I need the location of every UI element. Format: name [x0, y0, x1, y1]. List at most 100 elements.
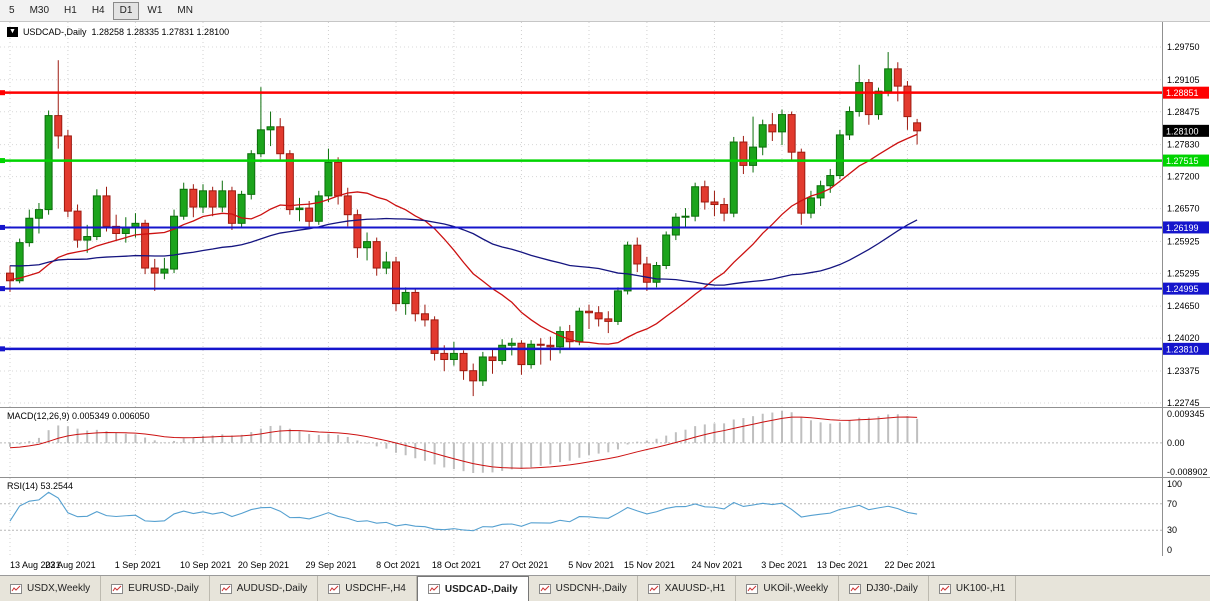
svg-text:1.28475: 1.28475	[1167, 107, 1200, 117]
chart-tab-audusd-daily[interactable]: AUDUSD-,Daily	[210, 576, 319, 601]
svg-text:1.27200: 1.27200	[1167, 172, 1200, 182]
svg-text:0: 0	[1167, 545, 1172, 555]
date-tick-label: 15 Nov 2021	[623, 560, 675, 570]
svg-text:1.25295: 1.25295	[1167, 268, 1200, 278]
chart-icon	[538, 583, 551, 594]
chart-icon	[219, 583, 232, 594]
timeframe-button-h4[interactable]: H4	[85, 2, 112, 20]
svg-text:30: 30	[1167, 525, 1177, 535]
date-axis[interactable]: 13 Aug 2021 23 Aug 2021 1 Sep 2021 10 Sep 2…	[0, 556, 1210, 575]
svg-text:1.24020: 1.24020	[1167, 333, 1200, 343]
date-tick-label: 20 Sep 2021	[237, 560, 289, 570]
timeframe-button-5[interactable]: 5	[2, 2, 22, 20]
timeframe-button-h1[interactable]: H1	[57, 2, 84, 20]
chart-tab-uk100-h1[interactable]: UK100-,H1	[929, 576, 1017, 601]
svg-text:1.28100: 1.28100	[1166, 126, 1199, 136]
chart-tab-eurusd-daily[interactable]: EURUSD-,Daily	[101, 576, 210, 601]
svg-text:70: 70	[1167, 499, 1177, 509]
date-tick-label: 24 Nov 2021	[691, 560, 743, 570]
chart-tab-ukoil-weekly[interactable]: UKOil-,Weekly	[736, 576, 840, 601]
chart-canvas[interactable]: 1.29750 1.29105 1.28475 1.27830 1.27200 1.265…	[0, 22, 1210, 575]
svg-text:1.25925: 1.25925	[1167, 236, 1200, 246]
chart-tab-label: USDCNH-,Daily	[555, 583, 627, 594]
date-tick-label: 13 Aug 2021	[10, 560, 61, 570]
chart-tab-usdcad-daily[interactable]: USDCAD-,Daily	[416, 576, 529, 601]
chart-tab-label: DJ30-,Daily	[866, 583, 918, 594]
date-tick-label: 23 Aug 2021	[45, 560, 96, 570]
line-edge-marker	[0, 286, 5, 292]
timeframe-button-w1[interactable]: W1	[140, 2, 169, 20]
chart-tab-label: USDCAD-,Daily	[444, 583, 518, 595]
svg-text:1.23810: 1.23810	[1166, 344, 1199, 354]
chart-tab-bar: USDX,Weekly EURUSD-,Daily AUDUSD-,Daily USD…	[0, 575, 1210, 601]
date-tick-label: 8 Oct 2021	[376, 560, 421, 570]
macd-panel	[0, 411, 1162, 473]
date-tick-label: 27 Oct 2021	[499, 560, 549, 570]
date-tick-label: 18 Oct 2021	[431, 560, 481, 570]
chart-tab-label: EURUSD-,Daily	[128, 583, 199, 594]
svg-text:1.27515: 1.27515	[1166, 156, 1199, 166]
chart-dropdown-icon[interactable]: ▼	[7, 27, 18, 37]
ma-slow-line	[9, 217, 918, 286]
line-edge-marker	[0, 346, 5, 352]
price-tag	[1163, 154, 1209, 167]
svg-text:1.28851: 1.28851	[1166, 88, 1199, 98]
svg-text:1.29105: 1.29105	[1167, 75, 1200, 85]
chart-tab-label: UKOil-,Weekly	[763, 583, 829, 594]
chart-tab-label: AUDUSD-,Daily	[236, 583, 308, 594]
chart-tab-dj30-daily[interactable]: DJ30-,Daily	[839, 576, 929, 601]
timeframe-button-d1[interactable]: D1	[112, 1, 140, 20]
macd-signal-line	[9, 416, 918, 469]
chart-ohlc-values: 1.28258 1.28335 1.27831 1.28100	[91, 27, 230, 37]
svg-text:-0.008902: -0.008902	[1167, 467, 1208, 477]
chart-tab-usdcnh-daily[interactable]: USDCNH-,Daily	[529, 576, 638, 601]
svg-text:1.23375: 1.23375	[1167, 366, 1200, 376]
price-tag	[1163, 342, 1209, 355]
svg-text:1.26199: 1.26199	[1166, 223, 1199, 233]
timeframe-button-mn[interactable]: MN	[170, 2, 200, 20]
chart-tab-usdchf-h4[interactable]: USDCHF-,H4	[318, 576, 417, 601]
date-tick-label: 29 Sep 2021	[305, 560, 357, 570]
ma-fast-line	[9, 133, 918, 345]
chart-icon	[849, 583, 862, 594]
svg-text:1.24650: 1.24650	[1167, 301, 1200, 311]
timeframe-toolbar: 5 M30 H1 H4 D1 W1 MN	[0, 0, 1210, 22]
rsi-indicator-label: RSI(14) 53.2544	[7, 481, 74, 491]
chart-icon	[10, 583, 22, 594]
price-tag	[1163, 221, 1209, 234]
svg-text:1.26570: 1.26570	[1167, 204, 1200, 214]
svg-text:1.27830: 1.27830	[1167, 140, 1200, 150]
chart-tab-label: XAUUSD-,H1	[664, 583, 726, 594]
date-tick-label: 10 Sep 2021	[180, 560, 232, 570]
svg-text:100: 100	[1167, 479, 1182, 489]
line-edge-marker	[0, 90, 5, 96]
chart-tab-label: UK100-,H1	[955, 583, 1006, 594]
date-tick-label: 3 Dec 2021	[761, 560, 808, 570]
chart-tab-label: USDX,Weekly	[27, 583, 91, 594]
date-tick-label: 5 Nov 2021	[568, 560, 615, 570]
timeframe-button-m30[interactable]: M30	[23, 2, 56, 20]
line-edge-marker	[0, 158, 5, 164]
date-tick-label: 13 Dec 2021	[816, 560, 868, 570]
price-tag	[1163, 124, 1209, 137]
date-tick-label: 1 Sep 2021	[114, 560, 161, 570]
chart-icon	[938, 583, 951, 594]
chart-icon	[427, 584, 440, 594]
price-tag	[1163, 282, 1209, 295]
price-scale[interactable]: 1.29750 1.29105 1.28475 1.27830 1.27200 1.265…	[1163, 42, 1209, 555]
rsi-panel	[0, 491, 1162, 532]
macd-indicator-label: MACD(12,26,9) 0.005349 0.006050	[7, 411, 150, 421]
line-edge-marker	[0, 224, 5, 230]
chart-icon	[647, 583, 660, 594]
svg-text:1.24995: 1.24995	[1166, 284, 1199, 294]
chart-icon	[328, 583, 341, 594]
chart-header: ▼ USDCAD-,Daily 1.28258 1.28335 1.27831 …	[7, 27, 229, 37]
chart-tab-label: USDCHF-,H4	[345, 583, 406, 594]
chart-tab-usdx-weekly[interactable]: USDX,Weekly	[0, 576, 102, 601]
svg-text:1.22745: 1.22745	[1167, 398, 1200, 408]
chart-icon	[746, 583, 759, 594]
horizontal-lines	[0, 90, 1162, 352]
chart-tab-xauusd-h1[interactable]: XAUUSD-,H1	[638, 576, 737, 601]
svg-text:1.29750: 1.29750	[1167, 42, 1200, 52]
candlestick-series	[6, 52, 922, 397]
